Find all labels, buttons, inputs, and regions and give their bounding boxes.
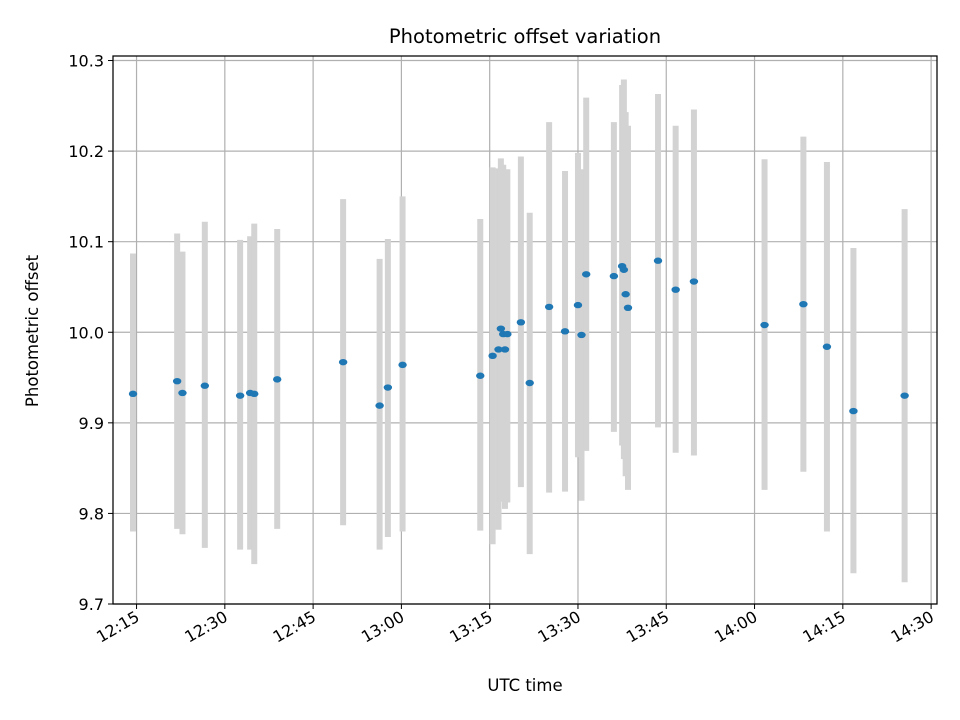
y-tick-label: 9.7 xyxy=(79,595,104,614)
data-point xyxy=(799,300,808,308)
data-point xyxy=(689,278,699,285)
data-point xyxy=(671,286,680,293)
point-layer xyxy=(128,257,909,415)
data-point xyxy=(573,301,583,309)
data-point xyxy=(375,402,384,409)
x-axis-title: UTC time xyxy=(487,676,562,695)
data-point xyxy=(500,346,510,353)
data-point xyxy=(609,272,619,280)
plot-frame xyxy=(112,55,938,605)
data-point xyxy=(496,325,506,332)
data-point xyxy=(476,372,485,379)
data-point xyxy=(760,321,769,329)
data-point xyxy=(577,331,586,339)
y-tick-label: 10.1 xyxy=(68,233,104,252)
data-point xyxy=(172,377,182,385)
y-axis-title: Photometric offset xyxy=(23,254,42,407)
data-point xyxy=(900,392,909,399)
data-point xyxy=(621,291,630,298)
data-point xyxy=(383,384,393,391)
data-point xyxy=(273,376,282,383)
y-tick-label: 9.8 xyxy=(79,504,104,523)
data-point xyxy=(623,304,633,312)
y-tick-label: 9.9 xyxy=(79,414,104,433)
data-point xyxy=(525,379,534,387)
data-point xyxy=(544,303,554,311)
data-point xyxy=(582,271,591,278)
data-point xyxy=(822,343,832,350)
data-point xyxy=(398,361,407,369)
data-point xyxy=(338,358,348,366)
data-point xyxy=(503,330,512,338)
data-point xyxy=(250,390,259,398)
data-point xyxy=(653,257,663,264)
data-point xyxy=(488,352,497,360)
data-point xyxy=(849,407,858,415)
data-point xyxy=(178,389,187,397)
y-tick-label: 10.3 xyxy=(68,52,104,71)
y-tick-label: 10.0 xyxy=(68,323,104,342)
data-point xyxy=(235,392,245,399)
y-tick-label: 10.2 xyxy=(68,142,104,161)
data-point xyxy=(560,328,570,335)
data-point xyxy=(494,346,503,353)
chart-title: Photometric offset variation xyxy=(389,25,661,48)
data-point xyxy=(200,382,210,389)
data-point xyxy=(516,319,526,326)
data-point xyxy=(128,390,138,398)
data-point xyxy=(619,266,629,273)
